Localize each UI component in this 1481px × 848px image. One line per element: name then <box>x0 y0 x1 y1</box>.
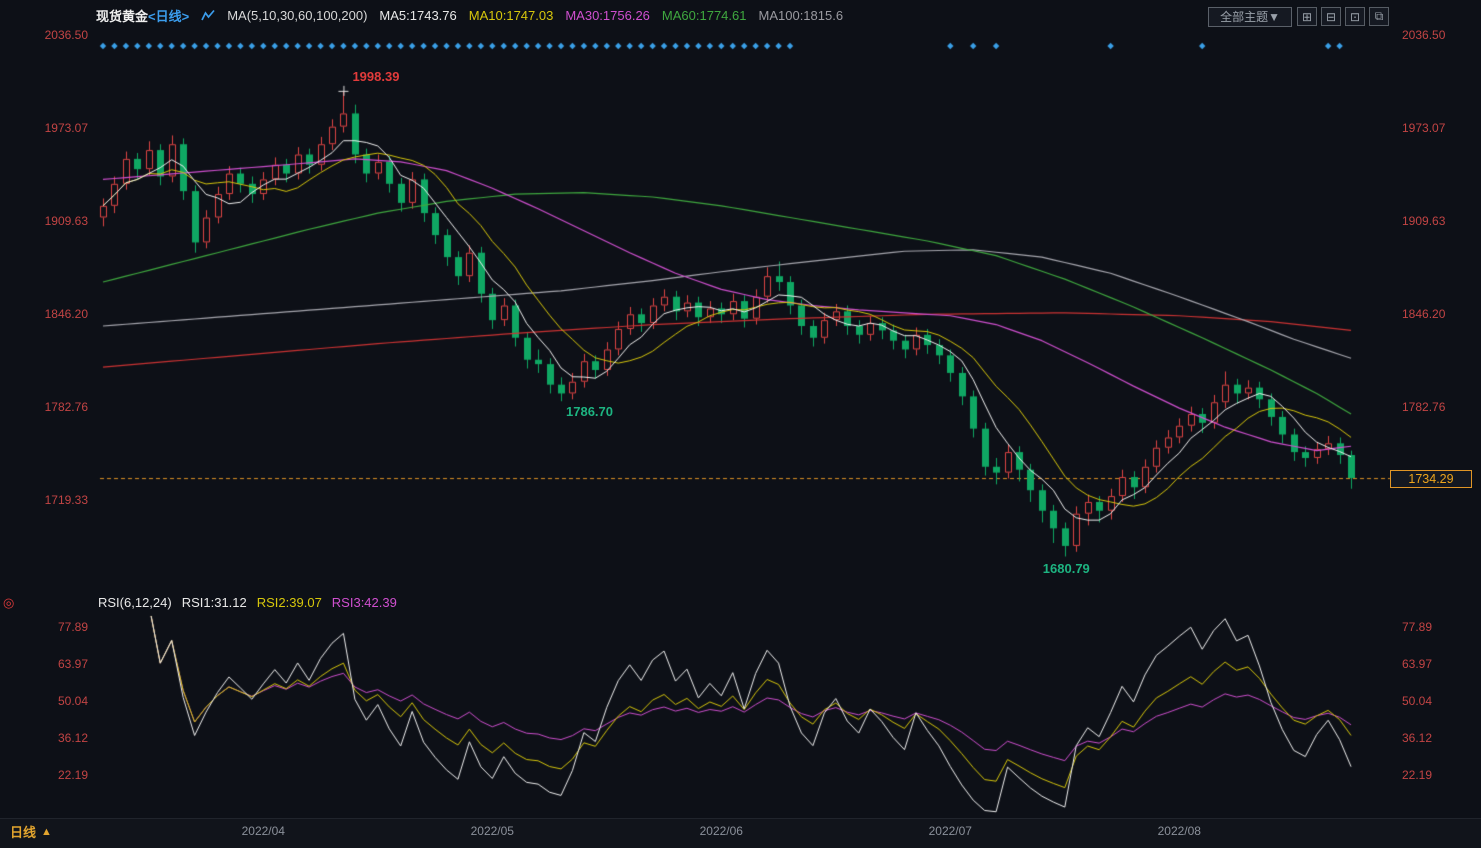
rsi3-value: RSI3:42.39 <box>331 595 397 610</box>
price-axis-label-left: 1719.33 <box>44 493 88 507</box>
price-axis-label-right: 1973.07 <box>1402 120 1446 135</box>
ma100-value: MA100:1815.6 <box>758 7 844 23</box>
rsi1-value: RSI1:31.12 <box>181 595 247 610</box>
x-axis-date-label: 2022/06 <box>699 824 743 838</box>
time-axis-bar <box>0 818 1481 848</box>
rsi-axis-label-left: 22.19 <box>57 768 88 782</box>
window-controls: ⊞ ⊟ ⊡ ⧉ <box>1297 7 1389 26</box>
price-axis-label-right: 1782.76 <box>1402 400 1446 414</box>
current-price-tag: 1734.29 <box>1390 470 1472 489</box>
rsi-axis-label-right: 36.12 <box>1402 730 1433 745</box>
rsi-axis-label-right: 22.19 <box>1402 768 1433 782</box>
ma30-value: MA30:1756.26 <box>565 7 650 23</box>
price-axis-label-left: 2036.50 <box>44 28 88 42</box>
target-marker-icon[interactable]: ◎ <box>3 595 15 610</box>
price-axis-label-left: 1846.20 <box>44 306 88 321</box>
period-tag: <日线> <box>148 8 190 24</box>
rsi-axis-label-right: 63.97 <box>1402 656 1433 671</box>
price-axis-label-left: 1782.76 <box>44 400 88 414</box>
chart-header: 现货黄金 <日线> MA(5,10,30,60,100,200) MA5:174… <box>96 5 843 25</box>
price-axis-label-left: 1909.63 <box>44 214 88 228</box>
grid-view-icon[interactable]: ⊞ <box>1297 7 1317 26</box>
rsi-axis-label-left: 77.89 <box>57 620 88 634</box>
rsi-axis-label-left: 36.12 <box>57 730 88 745</box>
rsi-axis-label-right: 50.04 <box>1402 694 1433 708</box>
x-axis-date-label: 2022/04 <box>241 824 285 838</box>
triangle-up-icon: ▲ <box>41 825 52 838</box>
ma10-value: MA10:1747.03 <box>468 7 554 23</box>
rsi-values: RSI(6,12,24) RSI1:31.12 RSI2:39.07 RSI3:… <box>98 595 397 610</box>
ma60-value: MA60:1774.61 <box>661 7 747 23</box>
ma5-value: MA5:1743.76 <box>379 7 457 23</box>
price-axis-label-right: 1846.20 <box>1402 306 1446 321</box>
rsi-header: ◎ RSI(6,12,24) RSI1:31.12 RSI2:39.07 RSI… <box>0 595 1481 613</box>
annotation-may-low: 1786.70 <box>566 404 613 420</box>
x-axis-date-label: 2022/08 <box>1157 824 1201 838</box>
price-axis-label-right: 1909.63 <box>1402 214 1446 228</box>
chart-panel-icon[interactable]: ⊡ <box>1345 7 1365 26</box>
period-selector[interactable]: 日线 ▲ <box>10 822 52 841</box>
split-view-icon[interactable]: ⊟ <box>1321 7 1341 26</box>
ma-group-label: MA(5,10,30,60,100,200) <box>227 7 368 23</box>
symbol-title: 现货黄金 <box>96 8 149 24</box>
rsi-axis-label-right: 77.89 <box>1402 620 1433 634</box>
annotation-high-price: 1998.39 <box>352 68 400 84</box>
new-window-icon[interactable]: ⧉ <box>1369 7 1389 26</box>
rsi-axis-label-left: 63.97 <box>57 656 88 671</box>
rsi-group-label: RSI(6,12,24) <box>98 595 172 610</box>
price-axis-label-left: 1973.07 <box>44 120 88 135</box>
symbol-block: 现货黄金 <日线> <box>96 6 189 25</box>
annotation-july-low: 1680.79 <box>1042 560 1090 576</box>
price-axis-label-right: 2036.50 <box>1402 28 1446 42</box>
period-label: 日线 <box>10 825 37 840</box>
x-axis-date-label: 2022/07 <box>928 824 972 838</box>
x-axis-date-label: 2022/05 <box>470 824 514 838</box>
theme-selector-button[interactable]: 全部主题▼ <box>1208 7 1292 27</box>
indicator-chart-icon[interactable] <box>201 9 215 22</box>
rsi-axis-label-left: 50.04 <box>57 694 88 708</box>
rsi2-value: RSI2:39.07 <box>256 595 322 610</box>
